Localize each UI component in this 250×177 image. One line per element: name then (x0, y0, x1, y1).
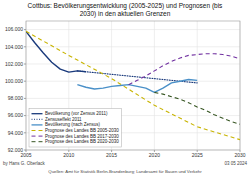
legend-swatch (32, 141, 43, 142)
legend-label: Prognose des Landes BB 2020-2030 (45, 139, 119, 144)
legend-label: Zensuseffekt 2011 (45, 117, 82, 122)
legend-label: Prognose des Landes BB 2017-2030 (45, 134, 119, 139)
tick-label-y: 98.000 (8, 95, 24, 101)
title: Cottbus: Bevölkerungsentwicklung (2005-2… (28, 2, 224, 18)
legend-swatch (32, 136, 43, 137)
plot-frame (26, 21, 240, 150)
annotation: 03 05 2024 (224, 161, 247, 166)
grid-line-y (26, 64, 240, 65)
legend-swatch (32, 130, 43, 131)
chart: 92.00094.00096.00098.000100.000102.00010… (0, 0, 250, 177)
tick-label-x: 2010 (63, 152, 74, 158)
series-line (77, 79, 197, 92)
tick-label-x: 2005 (20, 152, 31, 158)
grid-line-x (197, 21, 198, 150)
series-line (26, 31, 86, 72)
tick-label-y: 102.000 (5, 61, 23, 67)
grid-line-y (26, 81, 240, 82)
series-line (154, 92, 240, 124)
axes: 92.00094.00096.00098.000100.000102.00010… (5, 26, 246, 158)
tick-label-y: 106.000 (5, 26, 23, 32)
series-line (26, 31, 240, 139)
series-line (129, 54, 240, 85)
legend-label: Bevölkerung (nach Zensus) (45, 122, 101, 127)
tick-label-x: 2020 (149, 152, 160, 158)
tick-label-y: 94.000 (8, 130, 24, 136)
legend-swatch (32, 119, 43, 120)
legend-box (29, 108, 121, 147)
tick-label-y: 100.000 (5, 78, 23, 84)
tick-label-x: 2030 (234, 152, 245, 158)
annotation: by Hans G. Oberlack (3, 161, 46, 166)
legend-label: Prognose des Landes BB 2005-2030 (45, 128, 119, 133)
title-line: 2030) in den aktuellen Grenzen (80, 10, 171, 18)
grid (26, 21, 240, 150)
tick-label-y: 104.000 (5, 44, 23, 50)
legend-label: Bevölkerung (vor Zensus 2011) (45, 111, 108, 116)
annotation: Quellen: Amt für Statistik Berlin-Brande… (48, 169, 202, 174)
grid-line-y (26, 46, 240, 47)
plot-area (26, 21, 240, 150)
tick-label-x: 2025 (192, 152, 203, 158)
grid-line-y (26, 29, 240, 30)
tick-label-y: 96.000 (8, 112, 24, 118)
series-lines (26, 31, 240, 139)
grid-line-x (154, 21, 155, 150)
legend-swatch (32, 124, 43, 125)
grid-line-y (26, 98, 240, 99)
legend-swatch (32, 113, 43, 114)
legend: Bevölkerung (vor Zensus 2011)Zensuseffek… (29, 108, 121, 147)
tick-label-x: 2015 (106, 152, 117, 158)
